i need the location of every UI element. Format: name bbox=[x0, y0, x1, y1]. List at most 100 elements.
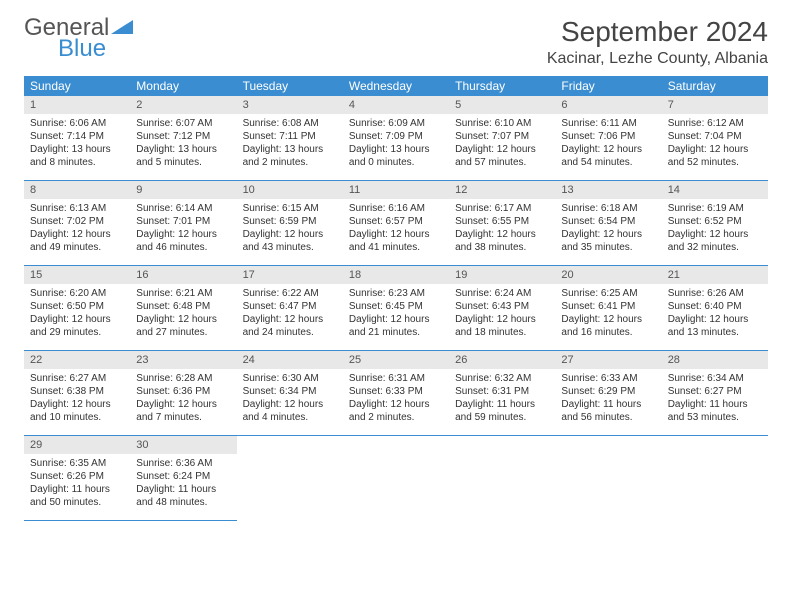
day-content: Sunrise: 6:07 AMSunset: 7:12 PMDaylight:… bbox=[130, 114, 236, 172]
day-content: Sunrise: 6:12 AMSunset: 7:04 PMDaylight:… bbox=[662, 114, 768, 172]
calendar-cell: 18Sunrise: 6:23 AMSunset: 6:45 PMDayligh… bbox=[343, 266, 449, 351]
sunset-line: Sunset: 6:57 PM bbox=[349, 215, 443, 228]
logo-icon bbox=[111, 17, 137, 41]
daylight-line: Daylight: 12 hours and 29 minutes. bbox=[30, 313, 124, 339]
weekday-wednesday: Wednesday bbox=[343, 76, 449, 96]
sunrise-line: Sunrise: 6:32 AM bbox=[455, 372, 549, 385]
sunset-line: Sunset: 7:14 PM bbox=[30, 130, 124, 143]
day-content: Sunrise: 6:22 AMSunset: 6:47 PMDaylight:… bbox=[237, 284, 343, 342]
day-content: Sunrise: 6:23 AMSunset: 6:45 PMDaylight:… bbox=[343, 284, 449, 342]
calendar-cell: 25Sunrise: 6:31 AMSunset: 6:33 PMDayligh… bbox=[343, 351, 449, 436]
daylight-line: Daylight: 13 hours and 0 minutes. bbox=[349, 143, 443, 169]
calendar-cell: 17Sunrise: 6:22 AMSunset: 6:47 PMDayligh… bbox=[237, 266, 343, 351]
day-number: 16 bbox=[130, 266, 236, 284]
daylight-line: Daylight: 12 hours and 27 minutes. bbox=[136, 313, 230, 339]
day-number: 7 bbox=[662, 96, 768, 114]
calendar-cell: 26Sunrise: 6:32 AMSunset: 6:31 PMDayligh… bbox=[449, 351, 555, 436]
sunset-line: Sunset: 6:43 PM bbox=[455, 300, 549, 313]
calendar-cell: 12Sunrise: 6:17 AMSunset: 6:55 PMDayligh… bbox=[449, 181, 555, 266]
day-number: 18 bbox=[343, 266, 449, 284]
sunset-line: Sunset: 6:27 PM bbox=[668, 385, 762, 398]
day-content: Sunrise: 6:18 AMSunset: 6:54 PMDaylight:… bbox=[555, 199, 661, 257]
day-content: Sunrise: 6:31 AMSunset: 6:33 PMDaylight:… bbox=[343, 369, 449, 427]
day-number: 11 bbox=[343, 181, 449, 199]
day-number: 27 bbox=[555, 351, 661, 369]
calendar-cell bbox=[555, 436, 661, 521]
calendar-cell: 7Sunrise: 6:12 AMSunset: 7:04 PMDaylight… bbox=[662, 96, 768, 181]
sunset-line: Sunset: 6:31 PM bbox=[455, 385, 549, 398]
logo: General Blue bbox=[24, 16, 137, 61]
sunrise-line: Sunrise: 6:17 AM bbox=[455, 202, 549, 215]
calendar-cell bbox=[237, 436, 343, 521]
day-number: 21 bbox=[662, 266, 768, 284]
sunrise-line: Sunrise: 6:24 AM bbox=[455, 287, 549, 300]
calendar-cell bbox=[449, 436, 555, 521]
day-number: 26 bbox=[449, 351, 555, 369]
sunset-line: Sunset: 6:40 PM bbox=[668, 300, 762, 313]
day-number: 14 bbox=[662, 181, 768, 199]
month-title: September 2024 bbox=[547, 16, 768, 48]
calendar-cell: 13Sunrise: 6:18 AMSunset: 6:54 PMDayligh… bbox=[555, 181, 661, 266]
calendar-body: 1Sunrise: 6:06 AMSunset: 7:14 PMDaylight… bbox=[24, 96, 768, 521]
calendar-row: 15Sunrise: 6:20 AMSunset: 6:50 PMDayligh… bbox=[24, 266, 768, 351]
daylight-line: Daylight: 12 hours and 49 minutes. bbox=[30, 228, 124, 254]
day-number: 19 bbox=[449, 266, 555, 284]
sunrise-line: Sunrise: 6:12 AM bbox=[668, 117, 762, 130]
sunset-line: Sunset: 6:38 PM bbox=[30, 385, 124, 398]
day-content: Sunrise: 6:20 AMSunset: 6:50 PMDaylight:… bbox=[24, 284, 130, 342]
day-content: Sunrise: 6:34 AMSunset: 6:27 PMDaylight:… bbox=[662, 369, 768, 427]
sunrise-line: Sunrise: 6:22 AM bbox=[243, 287, 337, 300]
weekday-thursday: Thursday bbox=[449, 76, 555, 96]
day-number: 25 bbox=[343, 351, 449, 369]
sunset-line: Sunset: 7:01 PM bbox=[136, 215, 230, 228]
day-content: Sunrise: 6:32 AMSunset: 6:31 PMDaylight:… bbox=[449, 369, 555, 427]
calendar-cell: 16Sunrise: 6:21 AMSunset: 6:48 PMDayligh… bbox=[130, 266, 236, 351]
day-content: Sunrise: 6:25 AMSunset: 6:41 PMDaylight:… bbox=[555, 284, 661, 342]
calendar-cell: 27Sunrise: 6:33 AMSunset: 6:29 PMDayligh… bbox=[555, 351, 661, 436]
day-content: Sunrise: 6:08 AMSunset: 7:11 PMDaylight:… bbox=[237, 114, 343, 172]
sunrise-line: Sunrise: 6:20 AM bbox=[30, 287, 124, 300]
sunrise-line: Sunrise: 6:14 AM bbox=[136, 202, 230, 215]
sunset-line: Sunset: 6:48 PM bbox=[136, 300, 230, 313]
location: Kacinar, Lezhe County, Albania bbox=[547, 50, 768, 68]
day-content: Sunrise: 6:16 AMSunset: 6:57 PMDaylight:… bbox=[343, 199, 449, 257]
calendar-cell: 10Sunrise: 6:15 AMSunset: 6:59 PMDayligh… bbox=[237, 181, 343, 266]
day-number: 22 bbox=[24, 351, 130, 369]
day-number: 6 bbox=[555, 96, 661, 114]
day-number: 24 bbox=[237, 351, 343, 369]
sunset-line: Sunset: 7:09 PM bbox=[349, 130, 443, 143]
day-number: 15 bbox=[24, 266, 130, 284]
daylight-line: Daylight: 12 hours and 35 minutes. bbox=[561, 228, 655, 254]
day-content: Sunrise: 6:27 AMSunset: 6:38 PMDaylight:… bbox=[24, 369, 130, 427]
day-number: 3 bbox=[237, 96, 343, 114]
day-number: 30 bbox=[130, 436, 236, 454]
sunset-line: Sunset: 6:45 PM bbox=[349, 300, 443, 313]
weekday-tuesday: Tuesday bbox=[237, 76, 343, 96]
daylight-line: Daylight: 12 hours and 24 minutes. bbox=[243, 313, 337, 339]
title-block: September 2024 Kacinar, Lezhe County, Al… bbox=[547, 16, 768, 68]
sunset-line: Sunset: 7:04 PM bbox=[668, 130, 762, 143]
sunrise-line: Sunrise: 6:11 AM bbox=[561, 117, 655, 130]
daylight-line: Daylight: 11 hours and 48 minutes. bbox=[136, 483, 230, 509]
calendar-row: 1Sunrise: 6:06 AMSunset: 7:14 PMDaylight… bbox=[24, 96, 768, 181]
header: General Blue September 2024 Kacinar, Lez… bbox=[24, 16, 768, 68]
day-content: Sunrise: 6:17 AMSunset: 6:55 PMDaylight:… bbox=[449, 199, 555, 257]
sunset-line: Sunset: 7:12 PM bbox=[136, 130, 230, 143]
day-number: 12 bbox=[449, 181, 555, 199]
day-number: 13 bbox=[555, 181, 661, 199]
weekday-header-row: SundayMondayTuesdayWednesdayThursdayFrid… bbox=[24, 76, 768, 96]
calendar-cell: 29Sunrise: 6:35 AMSunset: 6:26 PMDayligh… bbox=[24, 436, 130, 521]
daylight-line: Daylight: 12 hours and 21 minutes. bbox=[349, 313, 443, 339]
daylight-line: Daylight: 12 hours and 54 minutes. bbox=[561, 143, 655, 169]
weekday-monday: Monday bbox=[130, 76, 236, 96]
daylight-line: Daylight: 12 hours and 4 minutes. bbox=[243, 398, 337, 424]
sunset-line: Sunset: 6:34 PM bbox=[243, 385, 337, 398]
calendar-cell: 6Sunrise: 6:11 AMSunset: 7:06 PMDaylight… bbox=[555, 96, 661, 181]
calendar-cell: 14Sunrise: 6:19 AMSunset: 6:52 PMDayligh… bbox=[662, 181, 768, 266]
calendar-cell: 9Sunrise: 6:14 AMSunset: 7:01 PMDaylight… bbox=[130, 181, 236, 266]
sunset-line: Sunset: 6:52 PM bbox=[668, 215, 762, 228]
daylight-line: Daylight: 13 hours and 8 minutes. bbox=[30, 143, 124, 169]
day-content: Sunrise: 6:21 AMSunset: 6:48 PMDaylight:… bbox=[130, 284, 236, 342]
daylight-line: Daylight: 11 hours and 53 minutes. bbox=[668, 398, 762, 424]
calendar-cell: 22Sunrise: 6:27 AMSunset: 6:38 PMDayligh… bbox=[24, 351, 130, 436]
